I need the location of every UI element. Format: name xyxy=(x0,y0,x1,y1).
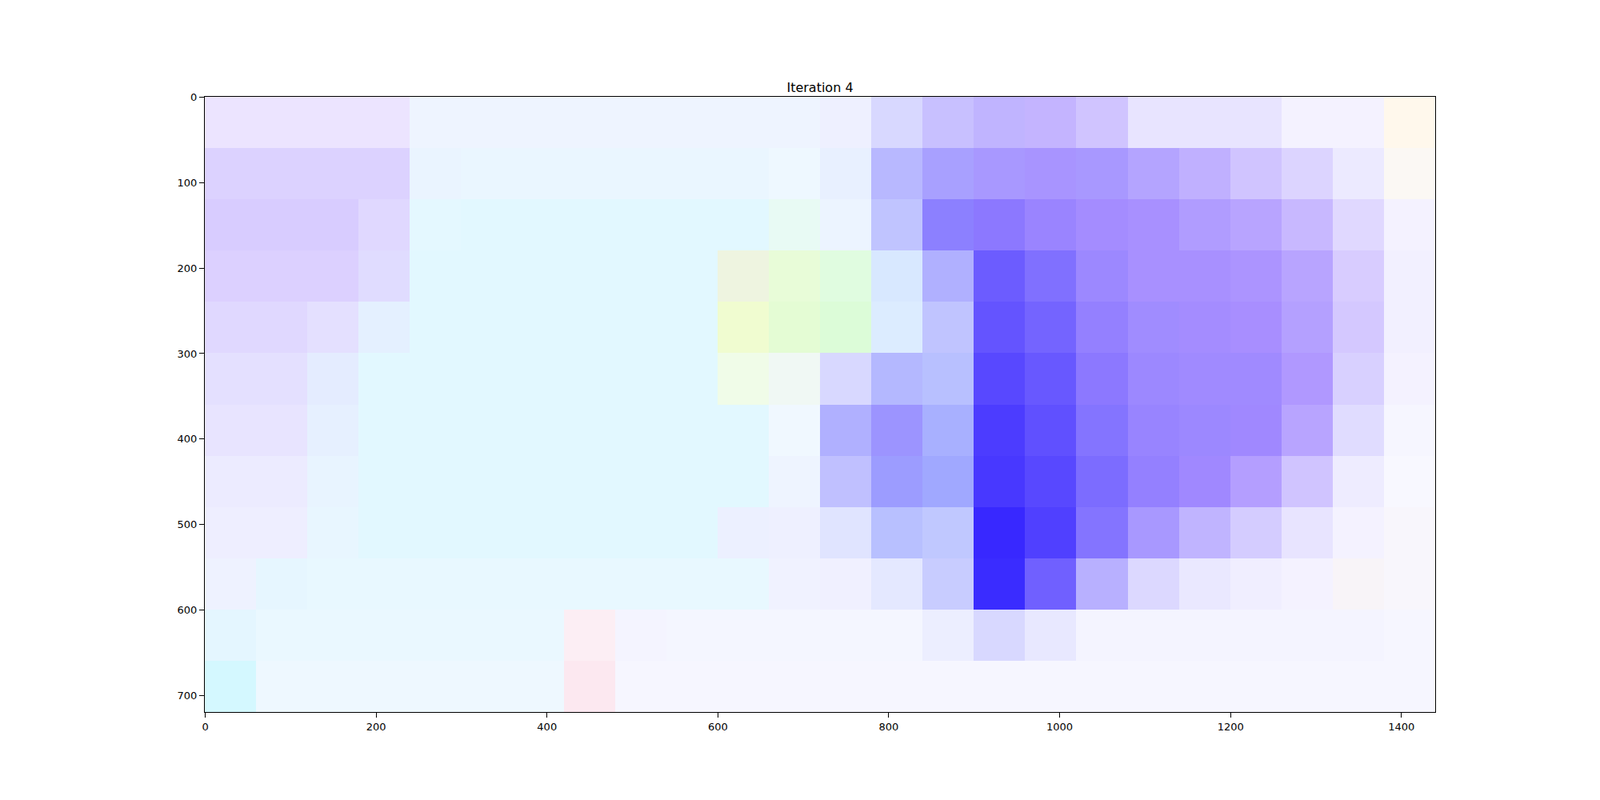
svg-text:600: 600 xyxy=(708,720,728,733)
svg-text:0: 0 xyxy=(201,720,208,733)
svg-text:500: 500 xyxy=(177,518,198,531)
svg-text:200: 200 xyxy=(177,262,198,275)
svg-text:400: 400 xyxy=(177,432,198,445)
svg-text:0: 0 xyxy=(190,91,197,104)
svg-text:600: 600 xyxy=(177,604,198,616)
svg-text:400: 400 xyxy=(536,720,557,733)
svg-text:1200: 1200 xyxy=(1217,720,1244,733)
svg-text:300: 300 xyxy=(177,348,198,360)
svg-text:1000: 1000 xyxy=(1046,720,1073,733)
svg-text:1400: 1400 xyxy=(1388,720,1415,733)
svg-text:Iteration 4: Iteration 4 xyxy=(786,80,853,96)
svg-text:200: 200 xyxy=(366,720,387,733)
svg-text:100: 100 xyxy=(177,176,198,189)
svg-text:700: 700 xyxy=(177,689,198,702)
svg-text:800: 800 xyxy=(879,720,900,733)
